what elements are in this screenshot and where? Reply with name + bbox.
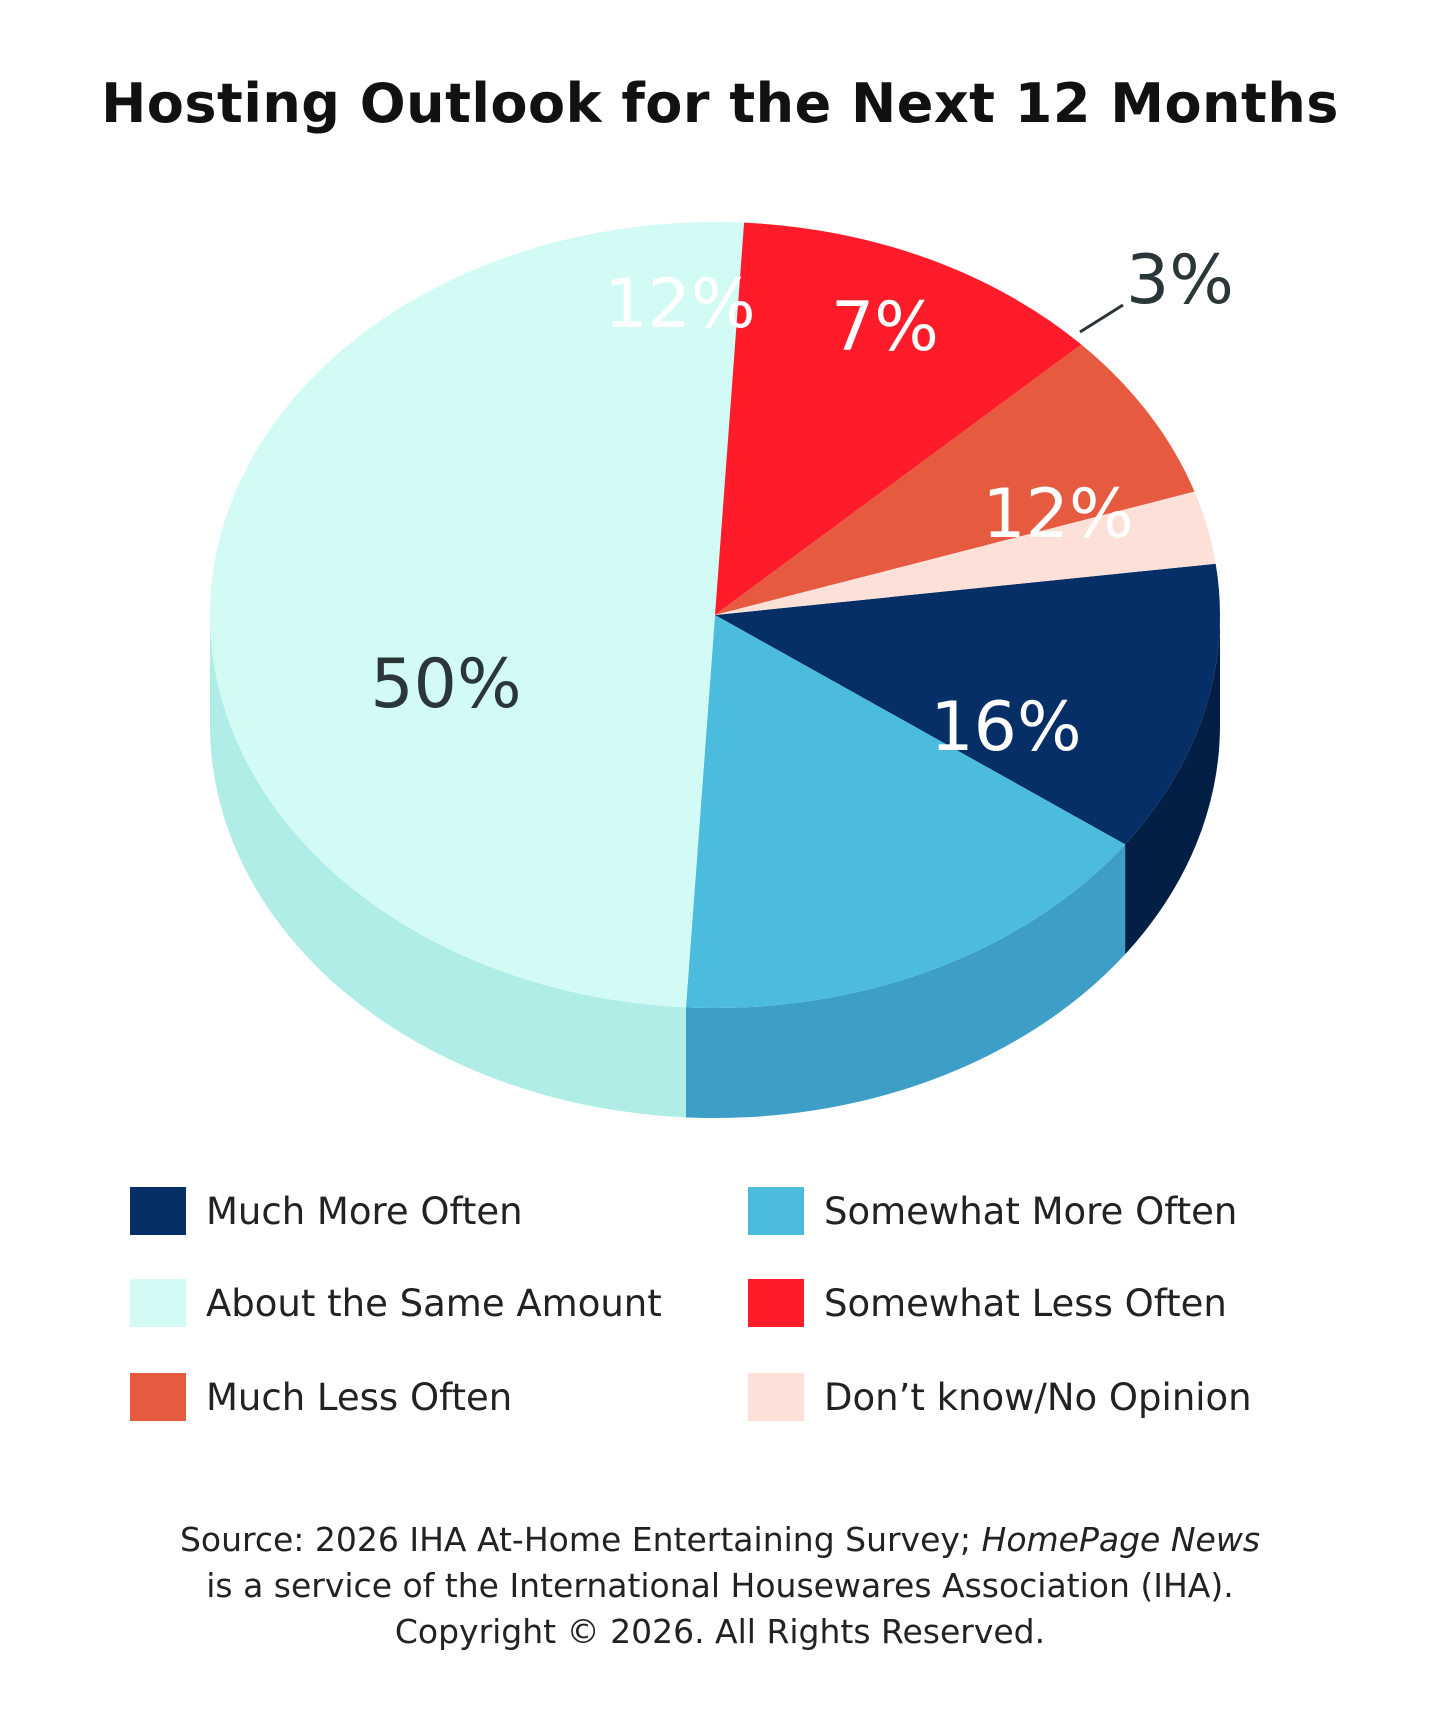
pie-label-0: 12% xyxy=(982,475,1133,554)
publication-name: HomePage News xyxy=(981,1520,1261,1559)
source-text: Source: 2026 IHA At-Home Entertaining Su… xyxy=(179,1520,982,1559)
pie-side-2 xyxy=(210,615,686,1118)
pie-label-2: 50% xyxy=(370,645,521,724)
pie-top xyxy=(210,221,1221,1008)
pie-slice-1 xyxy=(685,615,1126,1008)
chart-title: Hosting Outlook for the Next 12 Months xyxy=(101,72,1339,135)
source-note: Source: 2026 IHA At-Home Entertaining Su… xyxy=(0,1517,1440,1655)
copyright-line: Copyright © 2026. All Rights Reserved. xyxy=(394,1612,1046,1651)
pie-slice-2 xyxy=(210,221,745,1008)
pie-label-5: 3% xyxy=(1126,241,1234,320)
pie-side-0 xyxy=(1125,615,1220,955)
pie-sides xyxy=(210,615,1220,1118)
pie-label-4: 7% xyxy=(831,288,939,367)
pie-side-1 xyxy=(685,844,1126,1118)
pie-label-3: 12% xyxy=(604,265,755,344)
source-line-1: Source: 2026 IHA At-Home Entertaining Su… xyxy=(0,1517,1440,1563)
pie-slice-0 xyxy=(715,563,1221,845)
source-line-2: is a service of the International Housew… xyxy=(206,1566,1234,1605)
leader-line xyxy=(1079,303,1124,334)
pie-slice-4 xyxy=(715,344,1195,615)
pie-labels: 12% 16% 50% 12% 7% 3% xyxy=(370,241,1234,767)
pie-slice-3 xyxy=(715,222,1082,615)
pie-slice-5 xyxy=(715,491,1216,615)
pie-label-1: 16% xyxy=(930,688,1081,767)
